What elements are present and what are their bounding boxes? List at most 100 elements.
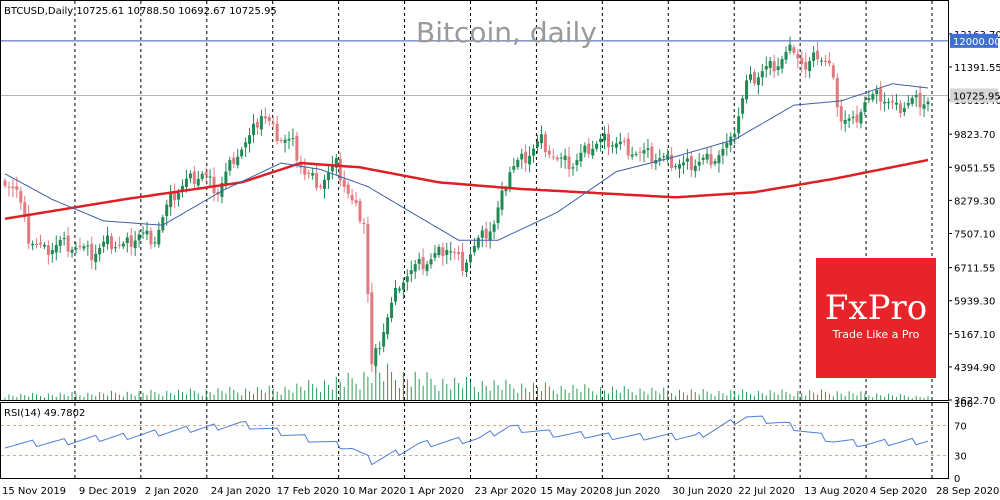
- candle-body: [110, 236, 113, 250]
- candle-body: [788, 44, 792, 51]
- candle-body: [595, 143, 599, 149]
- candle-body: [90, 243, 94, 261]
- current-price-badge: [950, 88, 998, 103]
- candle-body: [670, 154, 674, 168]
- candle-body: [500, 190, 504, 210]
- ma-slow-line: [4, 158, 929, 221]
- ma-fast-line: [4, 83, 929, 241]
- candle-body: [358, 201, 362, 222]
- candle-body: [98, 247, 102, 255]
- candle-body: [35, 244, 39, 246]
- candle-body: [492, 224, 496, 232]
- candle-body: [461, 251, 465, 271]
- candle-body: [7, 186, 11, 188]
- candle-body: [792, 47, 796, 53]
- candle-body: [721, 148, 725, 156]
- candle-body: [741, 98, 745, 114]
- candle-body: [374, 348, 378, 366]
- candle-body: [543, 134, 547, 153]
- candle-body: [184, 178, 188, 188]
- candle-body: [476, 237, 480, 248]
- candle-body: [362, 222, 366, 225]
- candle-body: [618, 141, 622, 145]
- candle-body: [642, 150, 646, 154]
- candle-body: [429, 259, 433, 265]
- candle-body: [776, 66, 780, 71]
- candle-body: [121, 243, 125, 247]
- candle-body: [575, 160, 579, 166]
- candle-body: [42, 244, 46, 247]
- candle-body: [725, 142, 729, 148]
- candle-body: [709, 153, 713, 166]
- candle-body: [666, 154, 670, 159]
- candle-body: [3, 180, 7, 186]
- moving-averages: [4, 83, 929, 241]
- candle-body: [859, 112, 863, 124]
- candle-body: [701, 157, 705, 160]
- candle-body: [528, 155, 532, 165]
- rsi-panel-frame: [0, 402, 949, 479]
- candle-body: [409, 270, 413, 275]
- price-tick-label: 3622.70: [954, 396, 995, 407]
- candle-body: [752, 72, 756, 84]
- candle-body: [425, 264, 429, 272]
- candle-body: [413, 264, 417, 272]
- candle-body: [583, 145, 587, 153]
- candle-body: [58, 239, 62, 246]
- candle-body: [697, 161, 701, 166]
- candle-body: [674, 166, 678, 168]
- candle-body: [354, 199, 358, 204]
- candle-body: [906, 102, 910, 106]
- candle-body: [563, 155, 567, 160]
- candle-body: [259, 116, 263, 130]
- candle-body: [248, 135, 252, 144]
- candle-body: [153, 242, 157, 244]
- candle-body: [579, 152, 583, 162]
- candle-body: [922, 104, 926, 109]
- candle-body: [303, 167, 307, 175]
- rsi-line: [4, 415, 929, 466]
- candle-body: [796, 53, 800, 59]
- candle-body: [252, 123, 255, 135]
- candle-body: [350, 194, 354, 201]
- candle-body: [346, 184, 350, 194]
- candle-body: [196, 178, 200, 186]
- candle-body: [390, 302, 394, 319]
- candle-body: [157, 229, 161, 245]
- candle-body: [295, 135, 299, 161]
- candle-body: [62, 238, 66, 240]
- date-tick-label: 30 Jun 2020: [672, 486, 732, 497]
- candle-body: [918, 92, 922, 108]
- candle-body: [283, 139, 287, 143]
- date-tick-label: 1 Apr 2020: [409, 486, 464, 497]
- price-tick-label: 9823.70: [954, 130, 995, 141]
- candle-body: [472, 246, 476, 253]
- candle-body: [551, 156, 555, 158]
- candle-body: [200, 173, 204, 179]
- candle-body: [445, 250, 449, 256]
- candle-body: [772, 61, 776, 72]
- rsi-tick-label: 0: [954, 474, 960, 485]
- candle-body: [685, 158, 689, 162]
- candle-body: [149, 230, 153, 245]
- candle-body: [851, 116, 855, 118]
- axis-labels: 12163.7011391.5510619.409823.709051.5582…: [2, 30, 1000, 497]
- candle-body: [622, 140, 626, 142]
- candle-body: [86, 245, 90, 247]
- candle-body: [240, 149, 244, 157]
- candle-body: [898, 103, 902, 114]
- candle-body: [271, 123, 275, 125]
- candle-body: [31, 243, 35, 246]
- candle-body: [192, 171, 196, 184]
- candle-body: [267, 117, 271, 121]
- date-tick-label: 9 Dec 2019: [79, 486, 137, 497]
- candle-body: [603, 133, 607, 141]
- fxpro-logo: FxPro Trade Like a Pro: [816, 258, 936, 378]
- candle-body: [693, 165, 697, 172]
- candle-body: [646, 148, 650, 150]
- candle-body: [749, 74, 752, 80]
- candle-body: [737, 116, 741, 134]
- candle-body: [847, 118, 851, 121]
- candle-body: [614, 143, 618, 148]
